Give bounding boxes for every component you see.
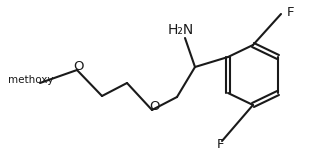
Text: F: F	[287, 7, 295, 20]
Text: methoxy: methoxy	[8, 75, 54, 85]
Text: F: F	[216, 139, 224, 151]
Text: H₂N: H₂N	[168, 23, 194, 37]
Text: O: O	[74, 60, 84, 73]
Text: O: O	[149, 100, 159, 113]
